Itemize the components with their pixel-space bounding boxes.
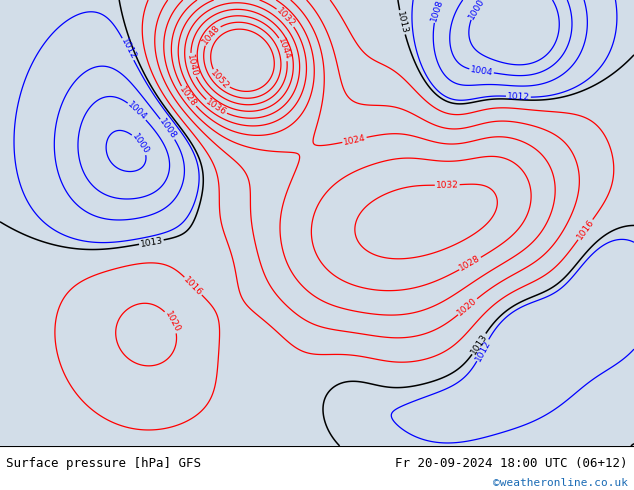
Text: Fr 20-09-2024 18:00 UTC (06+12): Fr 20-09-2024 18:00 UTC (06+12) <box>395 457 628 469</box>
Text: 1000: 1000 <box>131 132 151 156</box>
Text: 1024: 1024 <box>342 133 366 147</box>
Text: 1008: 1008 <box>429 0 445 23</box>
Text: 1000: 1000 <box>467 0 486 21</box>
Text: 1012: 1012 <box>119 37 138 61</box>
Text: 1013: 1013 <box>139 236 164 248</box>
Text: 1013: 1013 <box>395 10 409 35</box>
Text: 1048: 1048 <box>200 23 222 47</box>
Text: 1004: 1004 <box>126 100 148 122</box>
Text: Surface pressure [hPa] GFS: Surface pressure [hPa] GFS <box>6 457 202 469</box>
Text: ©weatheronline.co.uk: ©weatheronline.co.uk <box>493 478 628 488</box>
Text: 1036: 1036 <box>204 97 228 118</box>
Text: 1016: 1016 <box>182 275 204 297</box>
Text: 1044: 1044 <box>276 37 292 61</box>
Text: 1012: 1012 <box>507 92 530 102</box>
Text: 1013: 1013 <box>469 332 489 356</box>
Text: 1020: 1020 <box>456 296 479 318</box>
Text: 1028: 1028 <box>458 254 482 273</box>
Text: 1016: 1016 <box>575 218 596 242</box>
Text: 1052: 1052 <box>209 68 231 91</box>
Text: 1020: 1020 <box>163 310 181 334</box>
Text: 1032: 1032 <box>275 6 297 29</box>
Text: 1032: 1032 <box>436 180 459 190</box>
Text: 1040: 1040 <box>185 53 199 77</box>
Text: 1004: 1004 <box>470 65 493 77</box>
Text: 1028: 1028 <box>178 85 198 108</box>
Text: 1008: 1008 <box>157 117 178 141</box>
Text: 1012: 1012 <box>474 338 492 363</box>
